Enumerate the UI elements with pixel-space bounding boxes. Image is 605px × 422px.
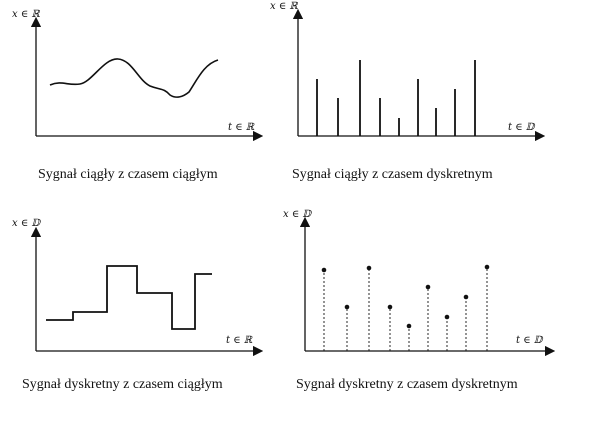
diagram-continuous-discrete: x ∈ ℝ t ∈ 𝔻 Sygnał ciągły z czasem dyskr… [270, 1, 546, 182]
sample-dot [366, 265, 372, 271]
x-axis-label: t ∈ ℝ [228, 122, 255, 133]
continuous-signal-curve [49, 58, 219, 98]
x-axis-label: t ∈ ℝ [226, 335, 253, 346]
discrete-samples [316, 60, 476, 136]
diagram-continuous-continuous: x ∈ ℝ t ∈ ℝ Sygnał ciągły z czasem ciągł… [12, 9, 264, 182]
caption: Sygnał dyskretny z czasem ciągłym [22, 377, 223, 392]
sample-dot [321, 267, 327, 273]
caption: Sygnał dyskretny z czasem dyskretnym [296, 377, 518, 392]
quantized-signal-steps [46, 265, 212, 330]
y-axis-label: x ∈ ℝ [12, 9, 40, 20]
y-axis-label: x ∈ 𝔻 [283, 209, 312, 220]
sample-dots [321, 264, 490, 329]
sample-dot [406, 323, 412, 329]
sample-dot [344, 304, 350, 310]
caption: Sygnał ciągły z czasem dyskretnym [292, 167, 493, 182]
y-axis-label: x ∈ 𝔻 [12, 218, 41, 229]
discrete-points [323, 267, 488, 351]
x-axis-label: t ∈ 𝔻 [508, 122, 536, 133]
diagram-discrete-continuous: x ∈ 𝔻 t ∈ ℝ Sygnał dyskretny z czasem ci… [12, 218, 264, 392]
diagram-discrete-discrete: x ∈ 𝔻 t ∈ 𝔻 Sygnał dyskretny z czasem dy… [283, 209, 556, 392]
sample-dot [387, 304, 393, 310]
x-axis-label: t ∈ 𝔻 [516, 335, 544, 346]
sample-dot [484, 264, 490, 270]
sample-dot [425, 284, 431, 290]
caption: Sygnał ciągły z czasem ciągłym [38, 167, 218, 182]
sample-dot [463, 294, 469, 300]
sample-dot [444, 314, 450, 320]
y-axis-label: x ∈ ℝ [270, 1, 298, 12]
